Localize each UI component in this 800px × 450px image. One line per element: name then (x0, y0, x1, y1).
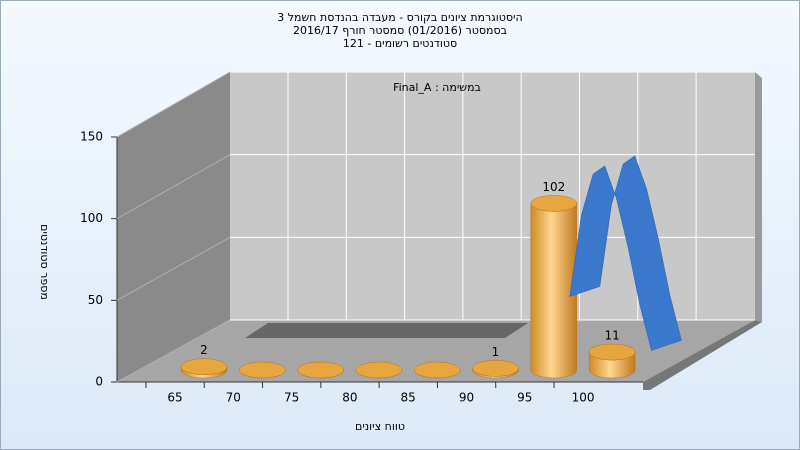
y-axis-label: מספר סטודנטים (38, 224, 51, 300)
bar (413, 361, 461, 379)
x-tick-label: 95 (517, 391, 532, 405)
data-label: 102 (542, 180, 565, 194)
left-wall (117, 72, 230, 382)
data-label: 1 (492, 345, 500, 359)
plot: 0 50 100 150 65 70 75 80 85 90 95 100 2 1 102 11 (80, 71, 755, 405)
x-tick-label: 85 (401, 391, 416, 405)
title-line: סטודנטים רשומים - 121 (343, 37, 457, 50)
x-tick-label: 100 (572, 391, 595, 405)
bar (180, 358, 228, 379)
data-label: 2 (200, 343, 208, 357)
curve (569, 155, 682, 351)
x-tick-label: 90 (459, 391, 474, 405)
bar (472, 360, 519, 379)
bar-top (472, 360, 519, 377)
grid-line (116, 236, 231, 301)
back-wall (230, 72, 755, 320)
title-line: בסמסטר (01/2016) סמסטר חורף 2016/17 (293, 24, 507, 37)
bar (297, 361, 344, 379)
bar (239, 361, 286, 379)
wall-edge (755, 72, 762, 322)
y-tick-label: 150 (80, 130, 103, 144)
title-line: היסטוגרמת ציונים בקורס - מעבדה בהנדסת חש… (277, 11, 522, 24)
bar-top (297, 361, 344, 379)
bar-top (180, 358, 228, 375)
floor-edge (643, 320, 762, 390)
floor-band (245, 323, 528, 338)
x-tick-label: 70 (226, 391, 241, 405)
annotation: במשימה : Final_A (393, 81, 481, 94)
bar (355, 361, 403, 379)
x-tick-label: 80 (342, 391, 357, 405)
bar-top (588, 343, 636, 361)
y-tick-label: 50 (88, 293, 103, 307)
bar-body (530, 203, 578, 379)
y-tick-label: 0 (95, 375, 103, 389)
bar-top (530, 195, 578, 212)
bar (588, 343, 636, 379)
grid-line (116, 319, 231, 383)
x-axis-label: טווח ציונים (355, 420, 405, 433)
data-label: 11 (604, 329, 619, 343)
bar-top (413, 361, 461, 379)
grid-line (116, 154, 231, 220)
x-tick-label: 65 (167, 391, 182, 405)
bar-top (239, 361, 286, 379)
x-tick-label: 75 (284, 391, 299, 405)
y-tick-label: 100 (80, 211, 103, 225)
grid-line (116, 71, 231, 138)
bar (530, 195, 578, 379)
bar-top (355, 361, 403, 379)
